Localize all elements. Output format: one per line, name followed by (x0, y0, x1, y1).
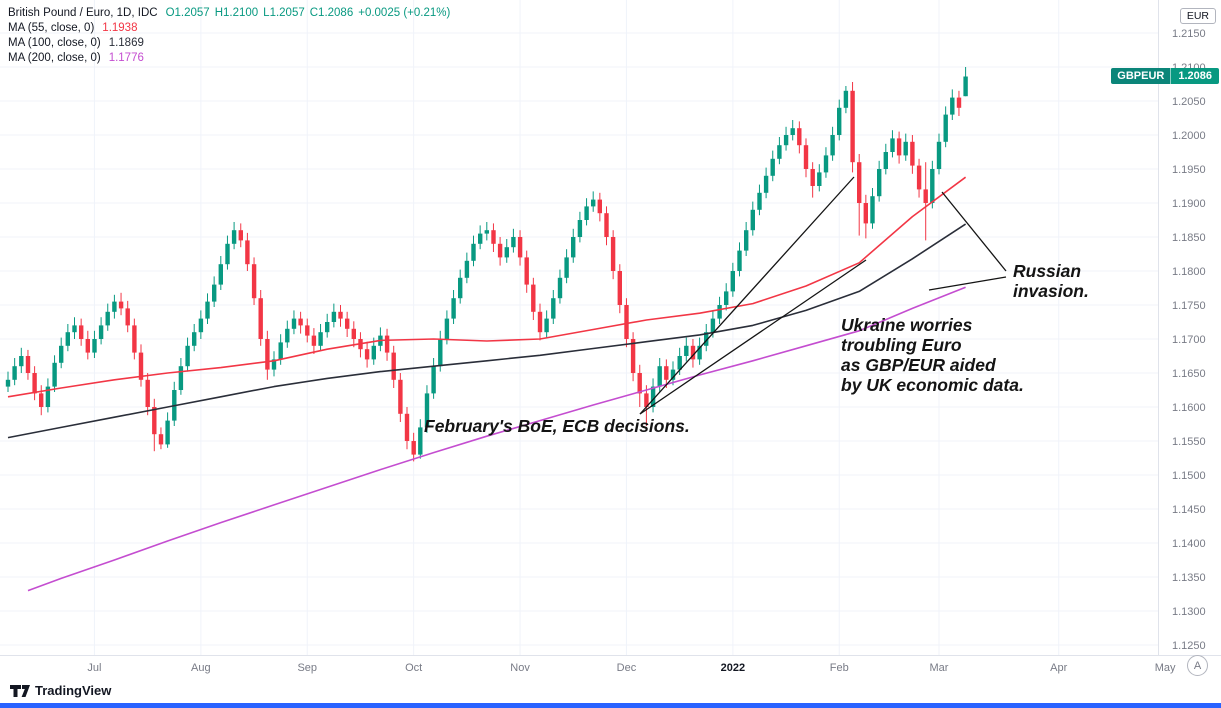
svg-text:Feb: Feb (830, 662, 849, 674)
svg-text:1.1300: 1.1300 (1172, 606, 1206, 618)
ma55-label: MA (55, close, 0) (8, 22, 95, 34)
attribution-button[interactable]: A (1187, 655, 1208, 676)
svg-text:1.1500: 1.1500 (1172, 470, 1206, 482)
svg-text:Nov: Nov (510, 662, 530, 674)
ma200-value: 1.1776 (108, 52, 144, 64)
svg-text:1.1400: 1.1400 (1172, 538, 1206, 550)
tradingview-logo-icon[interactable] (10, 684, 30, 698)
svg-text:1.1450: 1.1450 (1172, 504, 1206, 516)
tradingview-brand-text[interactable]: TradingView (35, 683, 112, 698)
low-value: L1.2057 (263, 7, 305, 19)
ma-line[interactable] (7, 176, 967, 398)
svg-text:Dec: Dec (617, 662, 637, 674)
svg-text:1.1350: 1.1350 (1172, 572, 1206, 584)
svg-text:1.1800: 1.1800 (1172, 266, 1206, 278)
ma200-label: MA (200, close, 0) (8, 52, 101, 64)
svg-text:1.1250: 1.1250 (1172, 640, 1206, 652)
svg-text:Sep: Sep (297, 662, 317, 674)
annotation-text: Russian invasion. (1013, 261, 1089, 301)
annotation-text: February's BoE, ECB decisions. (424, 416, 690, 436)
ma100-label: MA (100, close, 0) (8, 37, 101, 49)
chart-legend: British Pound / Euro, 1D, IDC O1.2057 H1.2… (8, 6, 455, 66)
open-value: O1.2057 (165, 7, 210, 19)
price-chart-canvas[interactable]: Russian invasion. Ukraine worries troubling… (0, 0, 1221, 680)
annotation-text: Ukraine worries troubling Euro as GBP/EUR … (841, 315, 1024, 395)
ma200-legend-row[interactable]: MA (200, close, 0) 1.1776 (8, 51, 455, 66)
svg-text:1.1550: 1.1550 (1172, 436, 1206, 448)
svg-text:1.1600: 1.1600 (1172, 402, 1206, 414)
time-scale[interactable]: Jul Aug Sep Oct Nov Dec 2022 Feb Mar Apr May (0, 655, 1221, 675)
svg-text:May: May (1155, 662, 1176, 674)
ma55-value: 1.1938 (102, 22, 138, 34)
svg-text:1.1850: 1.1850 (1172, 232, 1206, 244)
annotations-layer[interactable]: Russian invasion. Ukraine worries troubling… (424, 176, 1089, 436)
close-value: C1.2086 (309, 7, 354, 19)
ma55-legend-row[interactable]: MA (55, close, 0) 1.1938 (8, 21, 455, 36)
last-price-badge: GBPEUR 1.2086 (1111, 68, 1219, 84)
ticker-last-price: 1.2086 (1170, 68, 1219, 84)
bottom-accent-bar (0, 703, 1221, 708)
svg-text:1.1700: 1.1700 (1172, 334, 1206, 346)
ticker-symbol-label: GBPEUR (1111, 68, 1171, 84)
svg-text:Mar: Mar (930, 662, 949, 674)
grid-layer (0, 0, 1158, 655)
svg-text:Jul: Jul (87, 662, 101, 674)
ma-line[interactable] (7, 223, 967, 439)
price-scale[interactable]: 1.21501.21001.20501.20001.19501.19001.18… (1158, 0, 1206, 655)
svg-text:1.1950: 1.1950 (1172, 164, 1206, 176)
candles-layer (5, 67, 968, 462)
svg-text:1.2000: 1.2000 (1172, 130, 1206, 142)
change-value: +0.0025 (+0.21%) (358, 7, 451, 19)
svg-text:Apr: Apr (1050, 662, 1067, 674)
axis-currency-badge[interactable]: EUR (1179, 8, 1216, 24)
high-value: H1.2100 (214, 7, 259, 19)
svg-text:1.2050: 1.2050 (1172, 96, 1206, 108)
svg-text:1.1900: 1.1900 (1172, 198, 1206, 210)
symbol-title[interactable]: British Pound / Euro, 1D, IDC (8, 7, 158, 19)
footer-branding: TradingView (10, 683, 111, 698)
ma100-legend-row[interactable]: MA (100, close, 0) 1.1869 (8, 36, 455, 51)
svg-text:1.2150: 1.2150 (1172, 28, 1206, 40)
svg-text:1.1750: 1.1750 (1172, 300, 1206, 312)
svg-text:2022: 2022 (721, 662, 745, 674)
svg-text:1.1650: 1.1650 (1172, 368, 1206, 380)
svg-text:Oct: Oct (405, 662, 422, 674)
ma-line[interactable] (27, 286, 966, 592)
symbol-legend-row[interactable]: British Pound / Euro, 1D, IDC O1.2057 H1.2… (8, 6, 455, 21)
svg-text:Aug: Aug (191, 662, 211, 674)
ma100-value: 1.1869 (108, 37, 144, 49)
moving-averages-layer (7, 176, 967, 592)
